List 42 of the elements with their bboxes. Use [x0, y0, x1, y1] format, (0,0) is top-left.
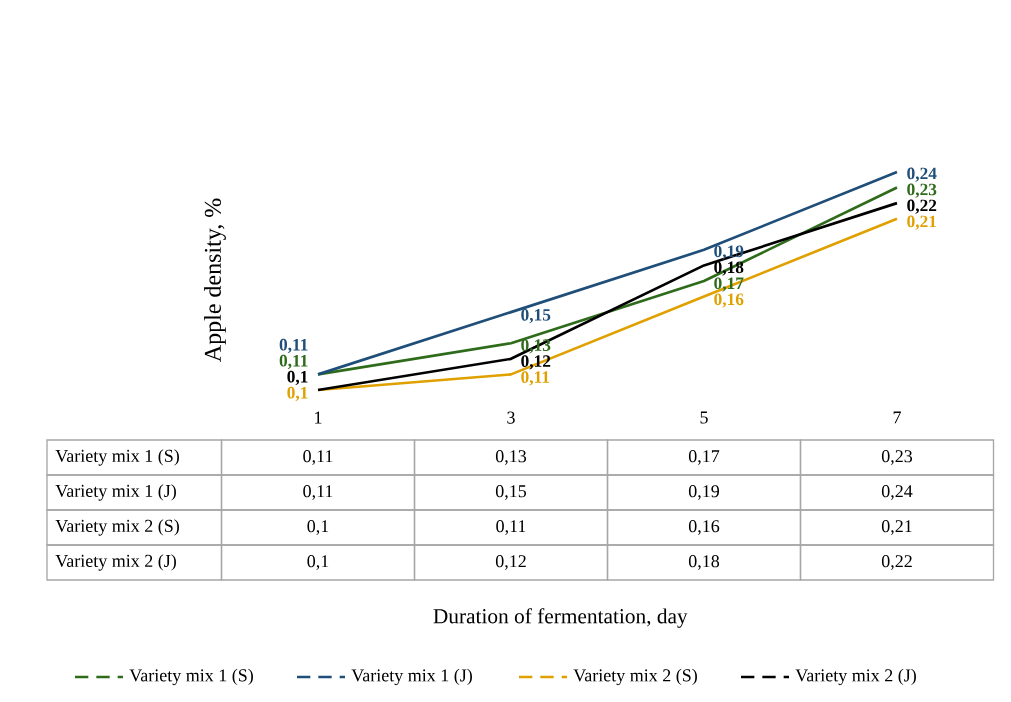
data-label: 0,21: [881, 520, 912, 535]
text: 0,21: [907, 215, 937, 230]
text: Variety mix 2 (J): [55, 554, 176, 571]
legend-label: Variety mix 1 (S): [129, 668, 253, 686]
text: 0,19: [714, 245, 744, 260]
y-axis-title: Apple density, %: [204, 198, 226, 362]
data-label: 0,18: [688, 555, 720, 570]
x-tick-label: 1: [315, 411, 322, 424]
text: 0,1: [287, 386, 308, 402]
text: Variety mix 2 (S): [55, 519, 179, 536]
text: Duration of fermentation, day: [433, 608, 688, 628]
x-tick-label: 3: [507, 411, 515, 424]
text: 0,11: [521, 371, 550, 386]
data-label: 0,11: [303, 485, 333, 500]
text: 0,11: [279, 354, 308, 370]
data-label: 0,11: [496, 520, 526, 535]
legend-label: Variety mix 2 (J): [795, 668, 916, 686]
text: 0,16: [714, 293, 744, 308]
data-label: 0,16: [688, 520, 720, 535]
data-label: 0,22: [881, 555, 912, 570]
text: 0,23: [907, 183, 937, 198]
x-tick-label: 5: [700, 411, 708, 424]
text: 0,15: [521, 309, 551, 324]
legend-label: Variety mix 2 (S): [573, 668, 697, 686]
data-label: 0,19: [688, 485, 720, 500]
text: 0,24: [907, 167, 937, 182]
data-label: 0,1: [307, 520, 329, 535]
data-label: 0,11: [303, 450, 333, 465]
text: Variety mix 1 (S): [55, 449, 179, 466]
text: 0,11: [279, 338, 308, 354]
data-label: 0,13: [495, 450, 527, 465]
data-label: 0,12: [495, 555, 526, 570]
data-label: 0,23: [881, 450, 913, 465]
x-tick-label: 7: [893, 411, 901, 424]
data-label: 0,24: [881, 485, 913, 500]
data-label: 0,17: [688, 450, 720, 465]
text: Variety mix 1 (J): [55, 484, 176, 501]
data-label: 0,1: [307, 555, 329, 570]
text: 0,1: [287, 370, 308, 386]
text: 0,22: [907, 199, 937, 214]
data-label: 0,15: [495, 485, 527, 500]
legend-label: Variety mix 1 (J): [351, 668, 472, 686]
